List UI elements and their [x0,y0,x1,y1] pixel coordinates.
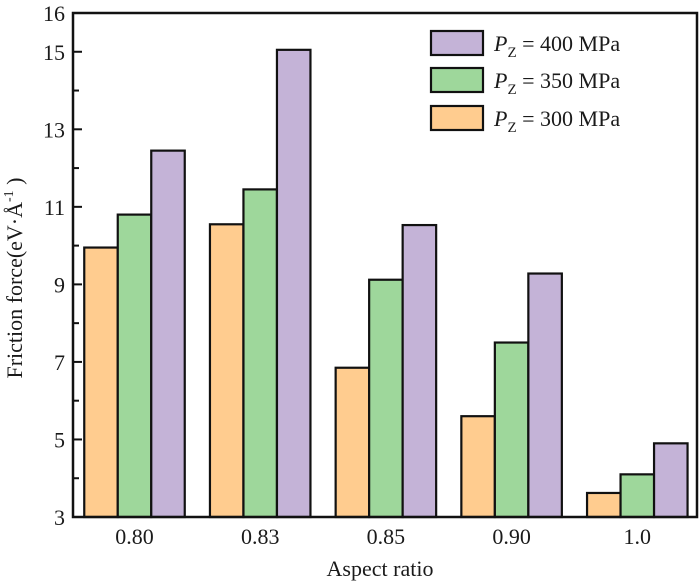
x-tick-label: 0.90 [492,524,531,549]
y-tick-label: 9 [54,272,65,297]
y-tick-label: 3 [54,505,65,530]
bar-0.80-series-1 [116,213,153,519]
y-tick-label: 13 [43,117,65,142]
y-axis-title-group: Friction force(eV·Å-1 ) [2,177,27,378]
legend-label: PZ = 350 MPa [493,68,620,98]
legend-swatch [429,66,485,94]
legend-label: PZ = 400 MPa [493,31,620,61]
bar-1.0-series-1 [619,473,656,519]
bar-0.85-series-2 [401,223,438,519]
y-axis-title-main: Friction force(eV·Å [2,202,27,379]
y-axis-title: Friction force(eV·Å-1 ) [2,177,27,378]
legend-item: PZ = 300 MPa [429,104,620,136]
legend-symbol: P [493,31,507,56]
bar-0.90-series-1 [493,341,530,519]
legend-subscript: Z [507,82,516,98]
x-axis: 0.80 0.83 0.85 0.90 1.0 [115,524,651,549]
legend-swatch [429,29,485,57]
y-tick-label: 7 [54,350,65,375]
x-tick-label: 1.0 [624,524,652,549]
bar-0.80-series-2 [150,149,186,519]
x-tick-label: 0.80 [115,524,154,549]
legend-value: = 350 MPa [517,68,621,93]
legend-subscript: Z [507,45,516,61]
legend-symbol: P [493,106,507,131]
y-tick-label: 16 [43,1,65,26]
legend-swatch [429,104,485,132]
legend-value: = 400 MPa [517,31,621,56]
legend-value: = 300 MPa [517,106,621,131]
bar-0.90-series-2 [527,272,563,519]
y-tick-label: 15 [43,40,65,65]
bar-0.90-series-0 [460,415,496,519]
x-axis-title: Aspect ratio [327,556,434,581]
bars-layer [83,48,689,519]
y-axis: 3 5 7 9 11 13 15 16 [43,1,82,530]
bar-0.83-series-0 [208,223,245,519]
bar-0.83-series-2 [275,48,312,519]
bar-0.83-series-1 [242,188,279,519]
bar-0.85-series-1 [368,278,404,519]
y-tick-label: 11 [44,195,65,220]
x-tick-label: 0.83 [241,524,280,549]
legend-label: PZ = 300 MPa [493,106,620,136]
y-axis-title-superscript: -1 [2,190,17,202]
bar-0.80-series-0 [83,246,119,519]
bar-0.85-series-0 [334,366,371,519]
bar-1.0-series-0 [585,491,622,519]
legend-item: PZ = 400 MPa [429,29,620,61]
legend-item: PZ = 350 MPa [429,66,620,98]
y-tick-label: 5 [54,427,65,452]
x-tick-label: 0.85 [367,524,406,549]
y-axis-title-tail: ) [2,177,27,190]
legend-symbol: P [493,68,507,93]
legend-subscript: Z [507,120,516,136]
bar-1.0-series-2 [652,442,689,519]
plot-frame [71,11,699,519]
